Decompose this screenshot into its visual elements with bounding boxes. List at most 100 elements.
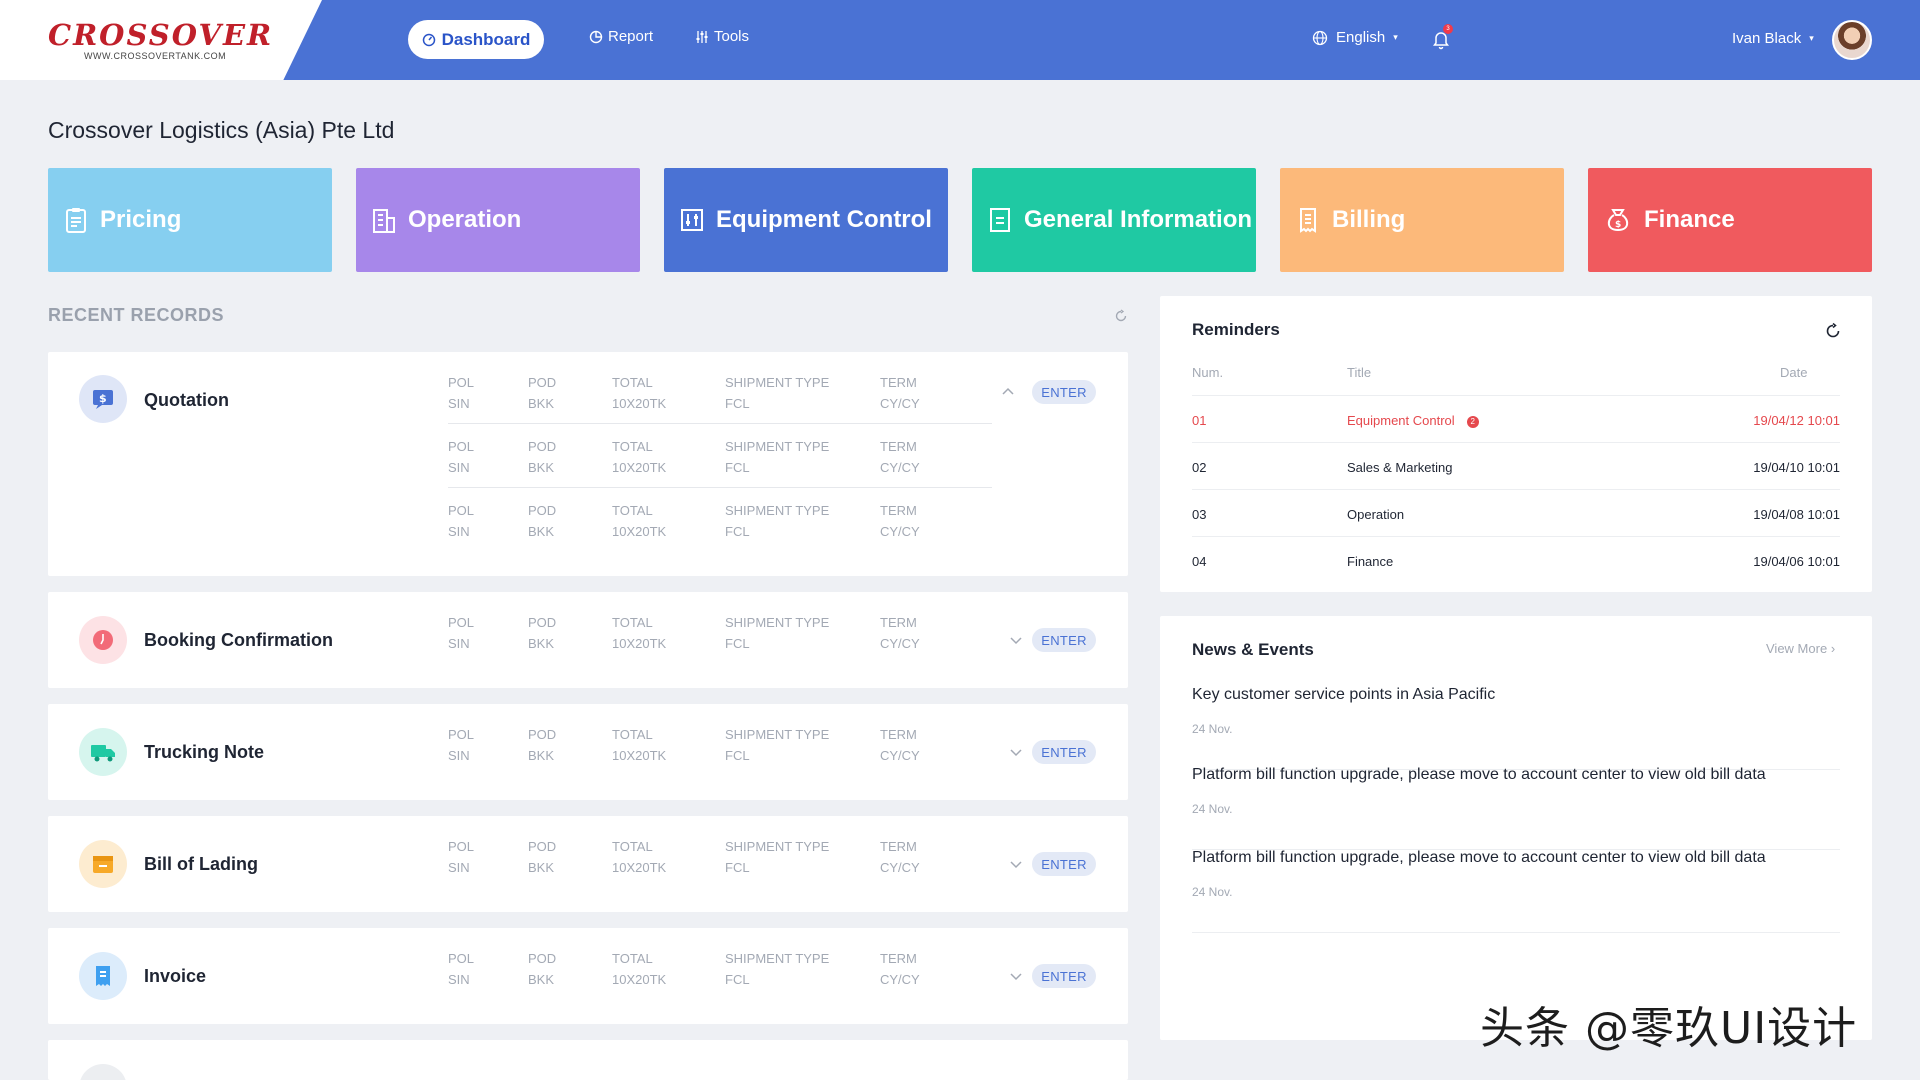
term-value: CY/CY: [880, 748, 920, 763]
bell-icon[interactable]: [1430, 28, 1452, 50]
column-date: Date: [1780, 365, 1808, 380]
chevron-up-icon[interactable]: [1000, 384, 1016, 400]
total-value: 10X20TK: [612, 972, 667, 987]
news-headline[interactable]: Platform bill function upgrade, please m…: [1192, 849, 1766, 866]
pod-value: BKK: [528, 636, 555, 651]
tile-operation[interactable]: Operation: [356, 168, 640, 272]
booking-row: POL SIN POD BKK TOTAL 10X20TK SHIPMENT TYPE…: [448, 600, 992, 664]
news-headline[interactable]: Key customer service points in Asia Paci…: [1192, 686, 1496, 703]
reminders-panel: Reminders Num. Title Date 01 Equipment C…: [1160, 296, 1872, 592]
view-more-link[interactable]: View More ›: [1766, 641, 1835, 656]
pod-label: POD: [528, 615, 557, 630]
svg-text:$: $: [99, 392, 107, 405]
building-icon: [373, 209, 395, 233]
reminder-num: 01: [1192, 413, 1207, 428]
total-value: 10X20TK: [612, 396, 667, 411]
nav-dashboard[interactable]: Dashboard: [408, 20, 544, 59]
shipment-type-value: FCL: [725, 972, 750, 987]
pod-value: BKK: [528, 748, 555, 763]
watermark: 头条 @零玖UI设计: [1480, 1003, 1858, 1054]
chevron-down-icon[interactable]: [1008, 744, 1024, 760]
avatar[interactable]: [1832, 20, 1872, 60]
chevron-down-icon[interactable]: [1008, 856, 1024, 872]
pol-value: SIN: [448, 972, 470, 987]
shipment-type-value: FCL: [725, 396, 750, 411]
trucking-row: POL SIN POD BKK TOTAL 10X20TK SHIPMENT TYPE…: [448, 712, 992, 776]
reminder-title: Finance: [1347, 554, 1394, 569]
reminder-num: 02: [1192, 460, 1207, 475]
news-item[interactable]: Key customer service points in Asia Paci…: [1192, 686, 1840, 770]
total-value: 10X20TK: [612, 636, 667, 651]
enter-button[interactable]: ENTER: [1032, 380, 1096, 404]
nav-tools[interactable]: Tools: [695, 28, 749, 45]
pod-value: BKK: [528, 524, 555, 539]
tile-equipment-control[interactable]: Equipment Control: [664, 168, 948, 272]
enter-button[interactable]: ENTER: [1032, 628, 1096, 652]
pol-label: POL: [448, 615, 475, 630]
pod-label: POD: [528, 439, 557, 454]
total-value: 10X20TK: [612, 748, 667, 763]
invoice-row: POL SIN POD BKK TOTAL 10X20TK SHIPMENT TYPE…: [448, 936, 992, 1000]
caret-down-icon: ▾: [1393, 32, 1398, 42]
enter-button[interactable]: ENTER: [1032, 740, 1096, 764]
report-icon: [589, 30, 603, 43]
reminder-row[interactable]: 04 Finance 19/04/06 10:01: [1192, 536, 1840, 583]
pol-value: SIN: [448, 636, 470, 651]
news-date: 24 Nov.: [1192, 722, 1233, 736]
pod-label: POD: [528, 375, 557, 390]
refresh-icon[interactable]: [1824, 322, 1842, 340]
term-value: CY/CY: [880, 524, 920, 539]
chevron-right-icon: ›: [1830, 641, 1836, 656]
pod-value: BKK: [528, 396, 555, 411]
tile-finance[interactable]: $ Finance: [1588, 168, 1872, 272]
dashboard-icon: [422, 33, 435, 46]
logo-area[interactable]: CROSSOVER WWW.CROSSOVERTANK.COM: [0, 0, 322, 80]
news-date: 24 Nov.: [1192, 885, 1233, 899]
news-title: News & Events: [1192, 640, 1314, 659]
record-card-booking-confirmation: Booking Confirmation POL SIN POD BKK TOTAL…: [48, 592, 1128, 688]
shipment-type-label: SHIPMENT TYPE: [725, 727, 830, 742]
logo-url: WWW.CROSSOVERTANK.COM: [84, 51, 227, 61]
record-title-quotation: Quotation: [144, 390, 229, 410]
invoice-icon: [79, 952, 127, 1000]
total-label: TOTAL: [612, 839, 653, 854]
enter-button[interactable]: ENTER: [1032, 852, 1096, 876]
tools-icon: [696, 30, 708, 43]
tile-billing[interactable]: Billing: [1280, 168, 1564, 272]
nav-report[interactable]: Report: [589, 28, 653, 45]
shipment-type-label: SHIPMENT TYPE: [725, 951, 830, 966]
enter-button[interactable]: ENTER: [1032, 964, 1096, 988]
quotation-row-2: POL SIN POD BKK TOTAL 10X20TK SHIPMENT TYPE…: [448, 424, 992, 488]
logo-wordmark: CROSSOVER: [48, 18, 274, 52]
record-title-invoice: Invoice: [144, 966, 207, 986]
reminder-date: 19/04/12 10:01: [1753, 413, 1840, 428]
reminder-row[interactable]: 02 Sales & Marketing 19/04/10 10:01: [1192, 442, 1840, 489]
reminder-row[interactable]: 03 Operation 19/04/08 10:01: [1192, 489, 1840, 536]
tile-operation-label: Operation: [408, 206, 522, 233]
chevron-down-icon[interactable]: [1008, 968, 1024, 984]
globe-icon: [1312, 30, 1328, 45]
refresh-icon[interactable]: [1114, 309, 1128, 323]
language-selector[interactable]: English ▾: [1312, 29, 1398, 46]
news-item[interactable]: Platform bill function upgrade, please m…: [1192, 849, 1840, 933]
news-headline[interactable]: Platform bill function upgrade, please m…: [1192, 766, 1766, 783]
pol-label: POL: [448, 951, 475, 966]
tile-general-information[interactable]: General Information: [972, 168, 1256, 272]
pol-label: POL: [448, 503, 475, 518]
chevron-down-icon[interactable]: [1008, 632, 1024, 648]
user-menu[interactable]: Ivan Black ▾: [1732, 30, 1814, 47]
pod-label: POD: [528, 951, 557, 966]
quotation-row-1: POL SIN POD BKK TOTAL 10X20TK SHIPMENT TYPE…: [448, 360, 992, 424]
shipment-type-label: SHIPMENT TYPE: [725, 375, 830, 390]
truck-icon: [79, 728, 127, 776]
bill-of-lading-row: POL SIN POD BKK TOTAL 10X20TK SHIPMENT TYPE…: [448, 824, 992, 888]
caret-down-icon: ▾: [1809, 33, 1814, 43]
reminder-row[interactable]: 01 Equipment Control 2 19/04/12 10:01: [1192, 395, 1840, 442]
record-title-booking-confirmation: Booking Confirmation: [144, 630, 333, 650]
news-item[interactable]: Platform bill function upgrade, please m…: [1192, 766, 1840, 850]
tile-pricing[interactable]: Pricing: [48, 168, 332, 272]
pod-label: POD: [528, 839, 557, 854]
total-label: TOTAL: [612, 375, 653, 390]
view-more-label: View More: [1766, 641, 1828, 656]
pod-value: BKK: [528, 860, 555, 875]
